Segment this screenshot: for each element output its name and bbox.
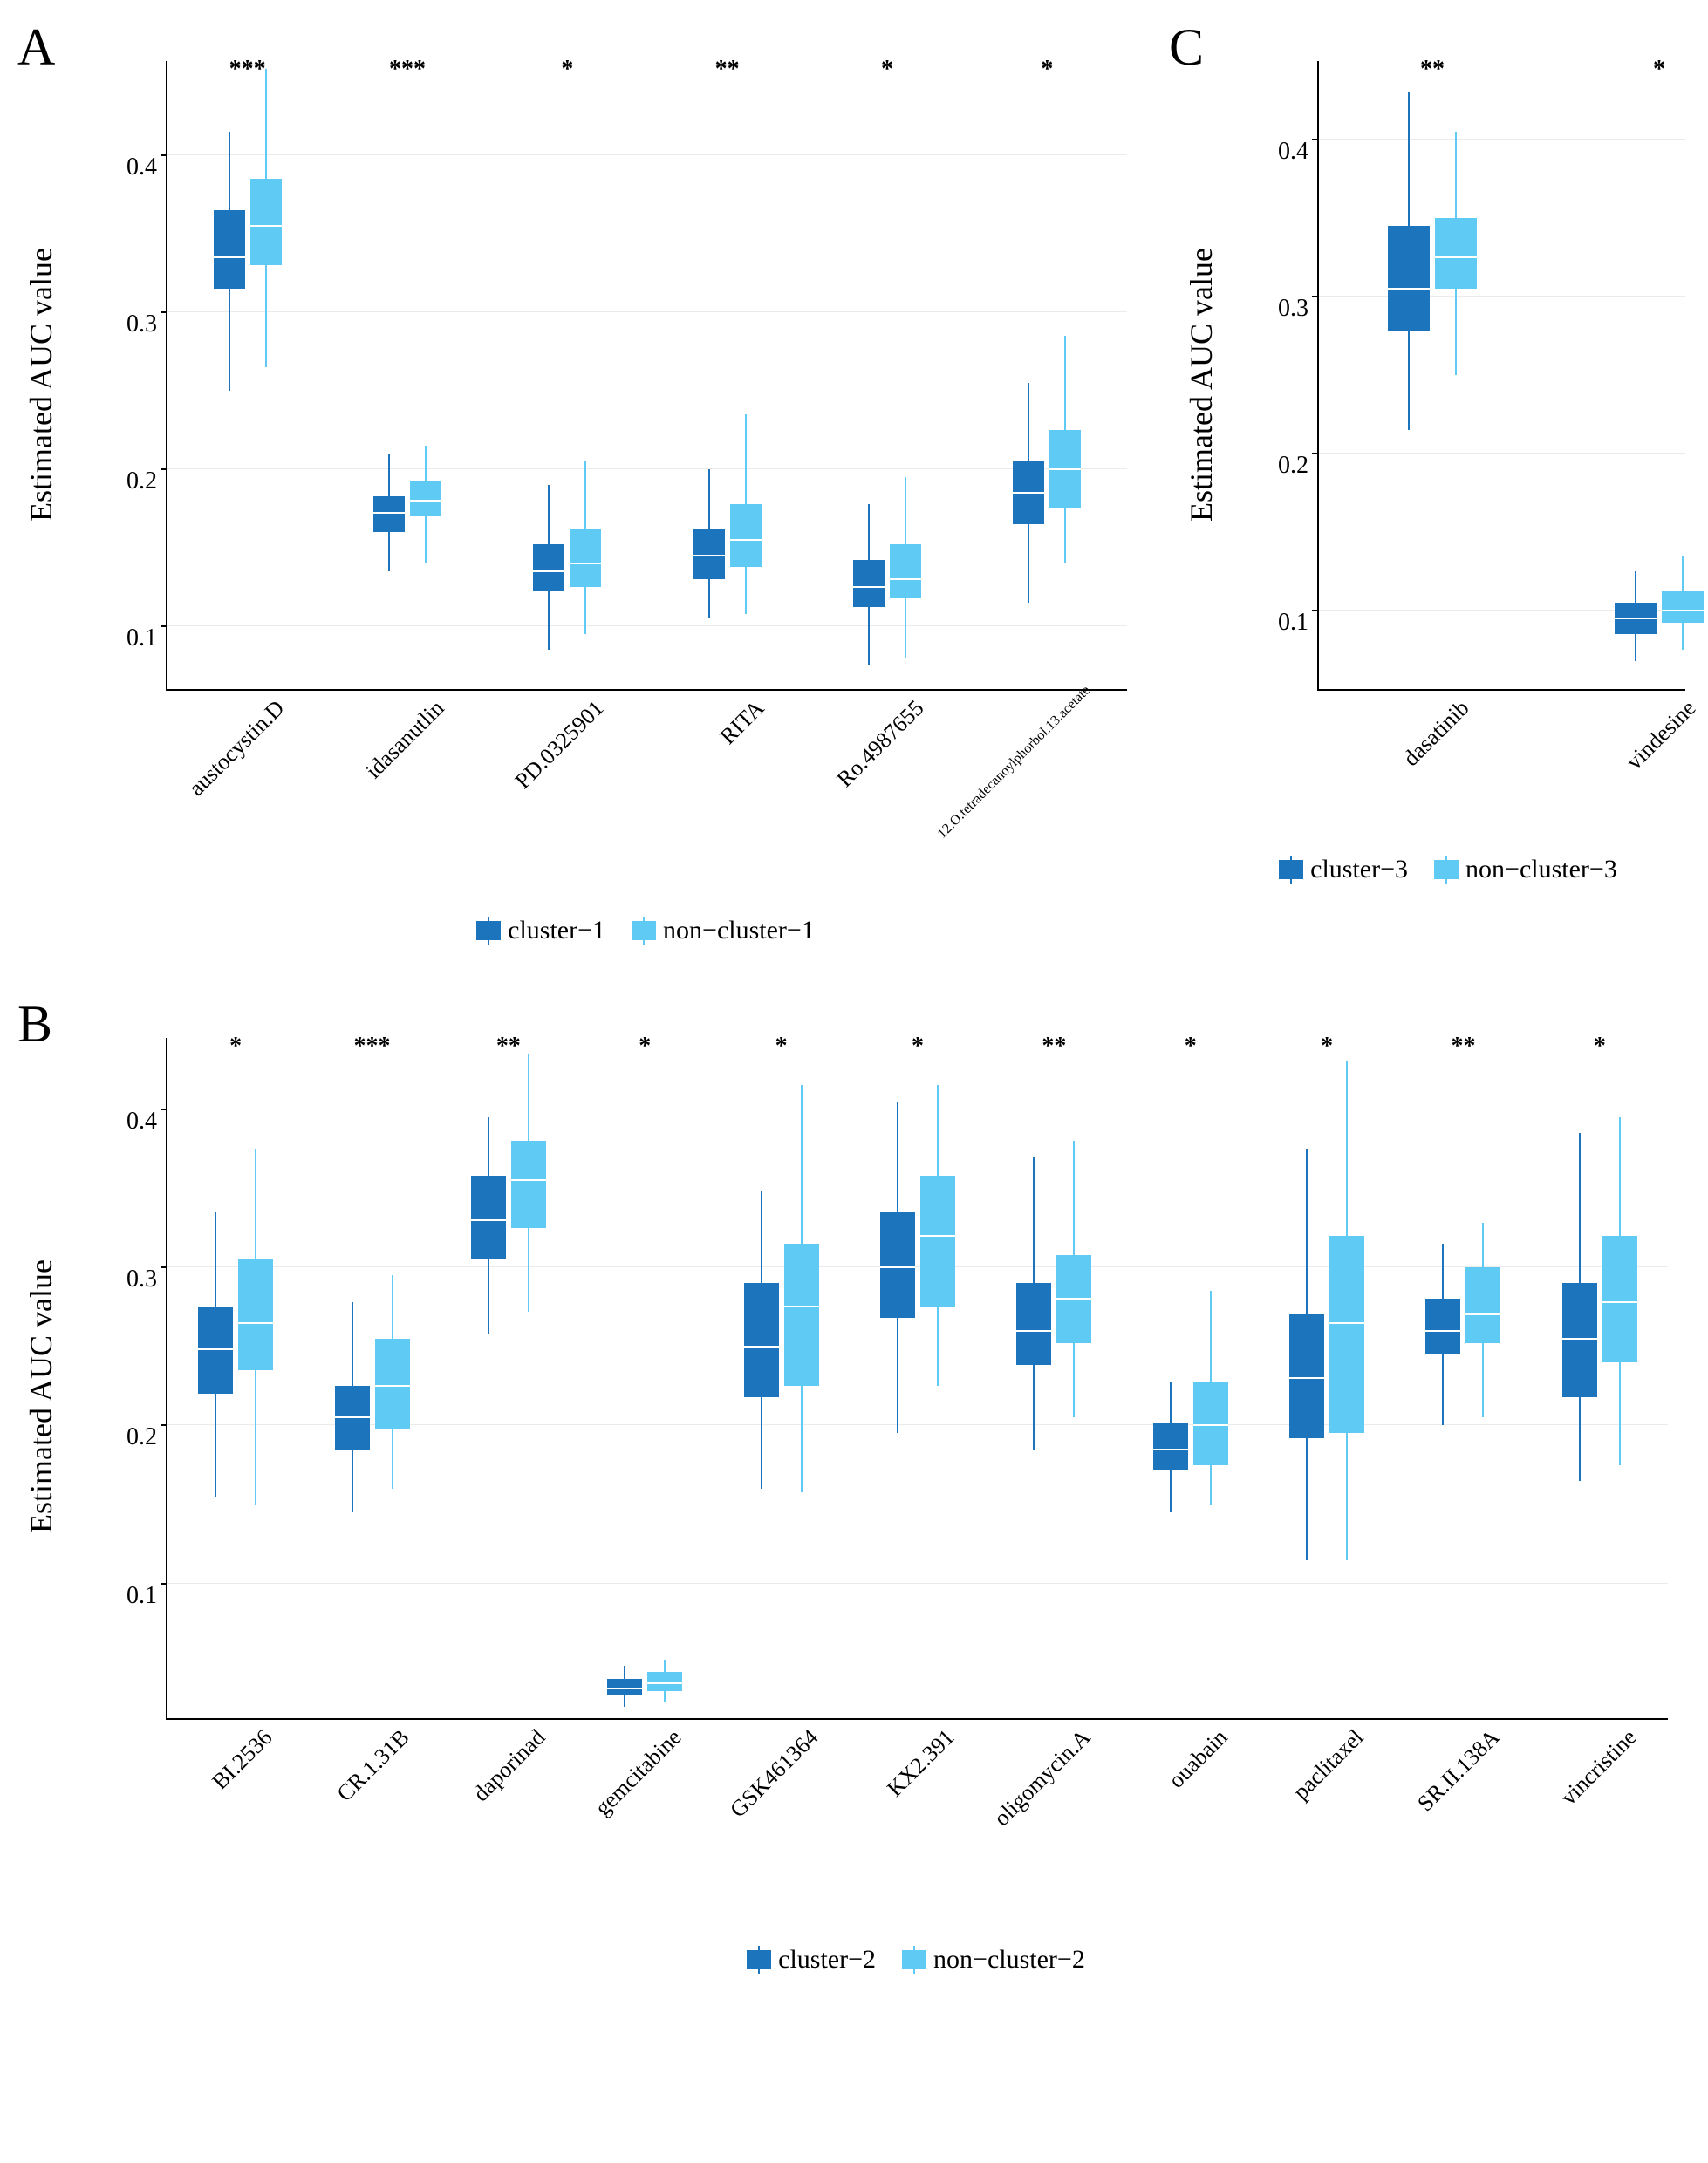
panel-b-chart: 0.10.20.30.4*BI.2536***CR.1.31B**daporin… [166, 1038, 1668, 1720]
y-tick-label: 0.4 [126, 154, 167, 181]
legend-label: non−cluster−3 [1465, 855, 1617, 884]
x-tick-label: Ro.4987655 [769, 689, 929, 850]
boxplot [570, 61, 601, 689]
y-tick-label: 0.3 [1278, 295, 1319, 323]
legend-swatch [1434, 860, 1459, 879]
gridline [167, 625, 1127, 626]
boxplot [1562, 1038, 1597, 1718]
boxplot [693, 61, 725, 689]
boxplot [880, 1038, 915, 1718]
figure-root: A Estimated AUC value 0.10.20.30.4***aus… [17, 17, 1691, 2146]
boxplot [647, 1038, 682, 1718]
gridline [167, 468, 1127, 469]
boxplot [1465, 1038, 1500, 1718]
x-tick-label: PD.0325901 [449, 689, 610, 850]
legend-swatch [747, 1950, 771, 1969]
legend-item: non−cluster−1 [632, 916, 815, 945]
boxplot [410, 61, 441, 689]
gridline [167, 311, 1127, 312]
boxplot [335, 1038, 370, 1718]
boxplot [1153, 1038, 1188, 1718]
boxplot [238, 1038, 273, 1718]
y-tick-label: 0.4 [1278, 138, 1319, 166]
boxplot [1615, 61, 1657, 689]
boxplot [198, 1038, 233, 1718]
legend-item: cluster−1 [476, 916, 605, 945]
boxplot [1602, 1038, 1637, 1718]
boxplot [1289, 1038, 1324, 1718]
x-tick-label: idasanutlin [289, 689, 449, 850]
panel-b-ylabel: Estimated AUC value [23, 1259, 59, 1533]
boxplot [1049, 61, 1081, 689]
boxplot [1425, 1038, 1460, 1718]
panel-b-legend: cluster−2 non−cluster−2 [166, 1945, 1666, 1975]
legend-swatch [902, 1950, 926, 1969]
panel-a-ylabel: Estimated AUC value [23, 248, 59, 522]
legend-label: non−cluster−2 [933, 1945, 1085, 1975]
boxplot [250, 61, 282, 689]
legend-swatch [632, 921, 656, 940]
y-tick-label: 0.2 [126, 1423, 167, 1451]
panel-c-label: C [1169, 17, 1204, 78]
y-tick-label: 0.2 [126, 467, 167, 495]
legend-label: non−cluster−1 [663, 916, 815, 945]
panel-c-ylabel: Estimated AUC value [1183, 248, 1220, 522]
x-tick-label: vincristine [1481, 1718, 1642, 1879]
x-tick-label: 12.O.tetradecanoylphorbol.13.acetate [929, 689, 1082, 842]
boxplot [890, 61, 921, 689]
boxplot [1056, 1038, 1091, 1718]
boxplot [784, 1038, 819, 1718]
boxplot [1013, 61, 1044, 689]
panel-a-legend: cluster−1 non−cluster−1 [166, 916, 1125, 945]
y-tick-label: 0.1 [1278, 609, 1319, 637]
boxplot [1662, 61, 1704, 689]
y-tick-label: 0.3 [126, 310, 167, 338]
legend-label: cluster−3 [1310, 855, 1408, 884]
boxplot [471, 1038, 506, 1718]
legend-item: non−cluster−3 [1434, 855, 1617, 884]
boxplot [1016, 1038, 1051, 1718]
x-tick-label: vindesine [1541, 689, 1701, 850]
y-tick-label: 0.1 [126, 624, 167, 652]
y-tick-label: 0.2 [1278, 452, 1319, 480]
legend-item: cluster−2 [747, 1945, 876, 1975]
legend-label: cluster−1 [508, 916, 605, 945]
gridline [167, 154, 1127, 155]
legend-swatch [1279, 860, 1303, 879]
panel-b-label: B [17, 994, 52, 1054]
boxplot [1388, 61, 1430, 689]
legend-swatch [476, 921, 501, 940]
y-tick-label: 0.3 [126, 1266, 167, 1293]
legend-label: cluster−2 [778, 1945, 876, 1975]
boxplot [375, 1038, 410, 1718]
boxplot [1435, 61, 1477, 689]
boxplot [607, 1038, 642, 1718]
x-tick-label: BI.2536 [118, 1718, 278, 1879]
boxplot [920, 1038, 955, 1718]
boxplot [373, 61, 405, 689]
legend-item: non−cluster−2 [902, 1945, 1085, 1975]
x-tick-label: austocystin.D [129, 689, 290, 850]
legend-item: cluster−3 [1279, 855, 1408, 884]
panel-a-label: A [17, 17, 55, 78]
panel-c-legend: cluster−3 non−cluster−3 [1204, 855, 1692, 884]
y-tick-label: 0.1 [126, 1582, 167, 1610]
panel-c-chart: 0.10.20.30.4**dasatinib*vindesine [1317, 61, 1685, 691]
boxplot [853, 61, 885, 689]
boxplot [214, 61, 245, 689]
boxplot [730, 61, 762, 689]
x-tick-label: RITA [609, 689, 769, 850]
x-tick-label: dasatinib [1314, 689, 1474, 850]
panel-a-chart: 0.10.20.30.4***austocystin.D***idasanutl… [166, 61, 1127, 691]
y-tick-label: 0.4 [126, 1108, 167, 1136]
boxplot [1193, 1038, 1228, 1718]
boxplot [1329, 1038, 1364, 1718]
boxplot [533, 61, 564, 689]
boxplot [511, 1038, 546, 1718]
boxplot [744, 1038, 779, 1718]
